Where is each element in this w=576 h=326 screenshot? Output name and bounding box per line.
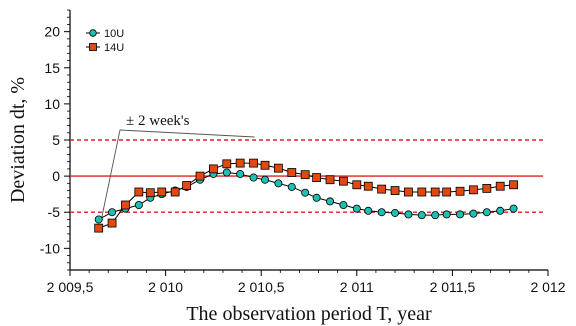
- y-tick-label: -10: [40, 240, 60, 256]
- data-point-14U: [145, 188, 155, 198]
- y-axis-title: Deviation dt, %: [7, 77, 29, 203]
- data-point-10U: [108, 208, 117, 217]
- data-point-10U: [456, 210, 465, 219]
- x-tick-label: 2 012: [530, 279, 565, 295]
- data-point-10U: [509, 204, 518, 213]
- data-point-10U: [236, 169, 245, 178]
- data-point-14U: [182, 181, 192, 190]
- data-point-14U: [495, 181, 505, 191]
- data-point-14U: [195, 171, 205, 181]
- data-point-14U: [312, 173, 322, 182]
- annotation-pointer-line: [119, 129, 255, 138]
- data-point-14U: [235, 158, 245, 168]
- x-tick-label: 2 010,5: [238, 279, 285, 295]
- data-point-10U: [261, 175, 270, 184]
- data-point-10U: [352, 204, 361, 213]
- data-point-10U: [482, 208, 491, 217]
- data-point-10U: [417, 211, 426, 220]
- data-point-14U: [417, 187, 427, 197]
- data-point-14U: [157, 187, 167, 197]
- data-point-14U: [404, 187, 413, 197]
- data-point-10U: [274, 179, 283, 188]
- data-point-10U: [496, 206, 505, 215]
- data-point-14U: [300, 170, 310, 180]
- y-tick-label: 20: [44, 24, 60, 40]
- y-tick-label: 0: [52, 168, 60, 184]
- legend-label-14U: 14U: [104, 42, 124, 54]
- data-point-10U: [94, 215, 103, 224]
- y-tick-label: -5: [48, 204, 61, 220]
- data-point-10U: [312, 193, 321, 202]
- data-point-10U: [391, 208, 400, 217]
- data-point-10U: [222, 168, 231, 177]
- data-point-14U: [222, 159, 232, 169]
- legend-label-10U: 10U: [104, 28, 124, 40]
- data-point-14U: [121, 200, 130, 210]
- series-group: [94, 158, 518, 233]
- data-point-14U: [260, 160, 270, 170]
- data-point-14U: [274, 163, 283, 173]
- legend-marker-10U: [89, 29, 97, 37]
- x-tick-label: 2 009,5: [47, 279, 94, 295]
- data-point-14U: [352, 180, 362, 190]
- data-point-14U: [469, 185, 478, 195]
- data-point-10U: [404, 210, 413, 219]
- x-tick-label: 2 011: [340, 279, 374, 295]
- legend-marker-14U: [89, 43, 97, 51]
- data-point-14U: [363, 181, 373, 191]
- x-tick-label: 2 011,5: [430, 279, 476, 295]
- data-point-10U: [339, 200, 348, 209]
- x-axis-title: The observation period T, year: [186, 303, 432, 325]
- data-point-10U: [249, 173, 258, 182]
- y-tick-label: 10: [44, 96, 60, 112]
- data-point-14U: [455, 186, 465, 196]
- data-point-10U: [301, 188, 310, 197]
- data-point-10U: [326, 197, 335, 206]
- data-point-10U: [442, 210, 451, 219]
- data-point-14U: [287, 168, 297, 177]
- data-point-14U: [509, 180, 518, 190]
- data-point-14U: [390, 186, 400, 195]
- data-point-10U: [469, 209, 478, 218]
- data-point-14U: [249, 158, 258, 168]
- data-point-10U: [431, 211, 440, 220]
- annotation-pointer-line: [101, 129, 121, 218]
- data-point-14U: [377, 184, 387, 194]
- data-point-14U: [442, 187, 452, 197]
- data-point-14U: [208, 164, 218, 174]
- data-point-14U: [94, 223, 104, 233]
- data-point-14U: [170, 187, 180, 197]
- data-point-10U: [134, 200, 143, 209]
- data-point-14U: [325, 175, 335, 185]
- data-point-14U: [134, 187, 144, 197]
- data-point-14U: [482, 183, 492, 193]
- y-tick-label: 5: [52, 132, 60, 148]
- data-point-14U: [339, 176, 348, 186]
- data-point-14U: [107, 218, 117, 228]
- data-point-10U: [287, 182, 296, 191]
- annotation: ± 2 week's: [101, 113, 255, 218]
- data-point-10U: [364, 206, 373, 215]
- y-tick-label: 15: [44, 60, 60, 76]
- data-point-10U: [377, 208, 386, 217]
- x-tick-label: 2 010: [148, 279, 183, 295]
- data-point-14U: [430, 187, 440, 197]
- annotation-text: ± 2 week's: [126, 113, 190, 129]
